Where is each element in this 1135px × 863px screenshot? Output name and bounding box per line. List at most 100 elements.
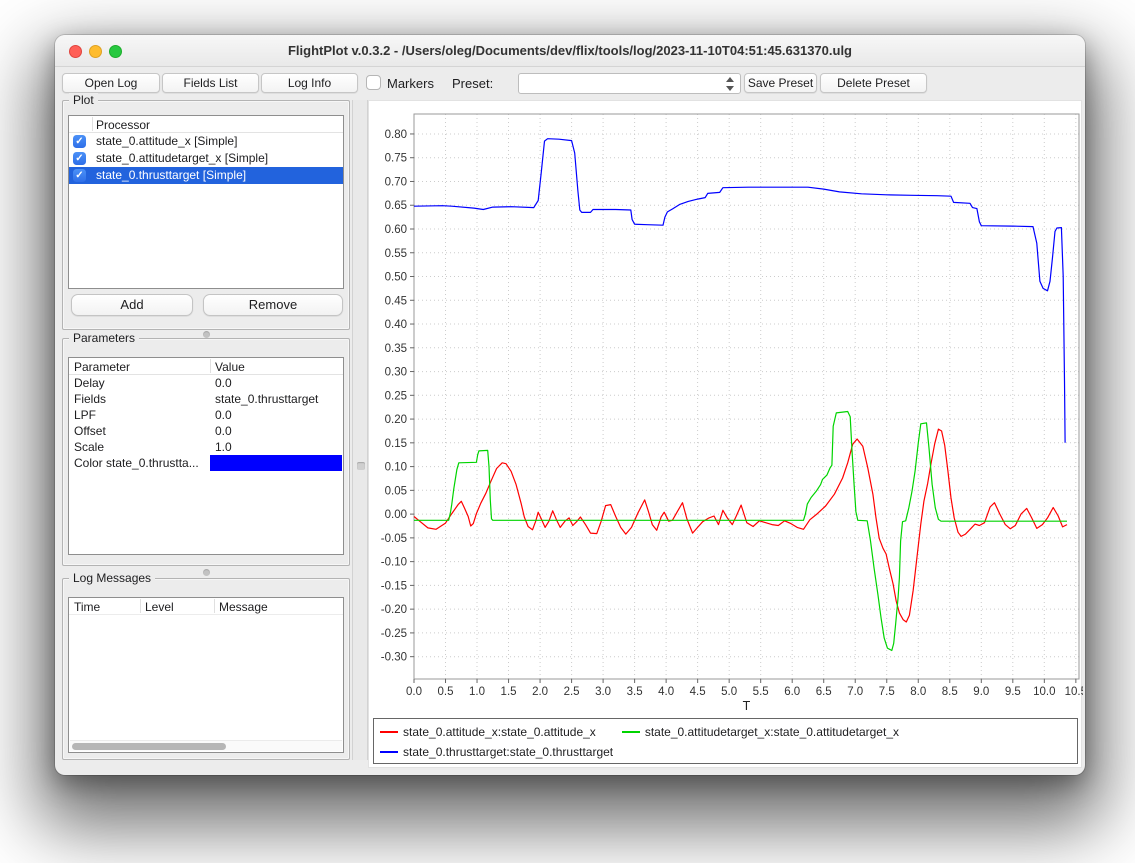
- y-tick-label: -0.30: [381, 652, 407, 664]
- y-tick-label: 0.10: [385, 462, 407, 474]
- y-tick-label: -0.25: [381, 628, 407, 640]
- processor-row[interactable]: ✓ state_0.thrusttarget [Simple]: [69, 167, 343, 184]
- y-tick-label: -0.15: [381, 580, 407, 592]
- x-tick-label: 10.0: [1033, 686, 1055, 698]
- legend-item: state_0.thrusttarget:state_0.thrusttarge…: [380, 743, 613, 761]
- parameter-value: 1.0: [215, 440, 232, 454]
- x-tick-label: 6.5: [816, 686, 832, 698]
- parameter-row[interactable]: Scale 1.0: [69, 439, 343, 455]
- x-tick-label: 1.5: [501, 686, 517, 698]
- color-parameter-label: Color state_0.thrustta...: [74, 456, 199, 470]
- processor-column-header: Processor: [96, 118, 151, 132]
- markers-checkbox[interactable]: [366, 75, 381, 90]
- processor-row-checkbox[interactable]: ✓: [73, 135, 86, 148]
- x-tick-label: 6.0: [784, 686, 800, 698]
- parameter-name: Offset: [74, 424, 106, 438]
- log-messages-group-title: Log Messages: [69, 571, 156, 585]
- processor-table-header: Processor: [69, 116, 343, 133]
- chart-panel: 0.80 0.75 0.70 0.65 0.60 0.55 0.50 0.45 0.40 0.35…: [368, 100, 1083, 768]
- time-column-header: Time: [74, 600, 101, 614]
- parameter-row[interactable]: Fields state_0.thrusttarget: [69, 391, 343, 407]
- x-tick-label: 1.0: [469, 686, 485, 698]
- x-tick-label: 9.0: [973, 686, 989, 698]
- x-tick-label: 0.0: [406, 686, 422, 698]
- chart-canvas[interactable]: 0.80 0.75 0.70 0.65 0.60 0.55 0.50 0.45 0.40 0.35…: [369, 101, 1083, 715]
- x-tick-label: 3.5: [627, 686, 643, 698]
- color-swatch[interactable]: [210, 455, 342, 471]
- parameter-row[interactable]: Offset 0.0: [69, 423, 343, 439]
- remove-button[interactable]: Remove: [203, 294, 343, 316]
- plot-group-title: Plot: [69, 93, 98, 107]
- parameter-value: 0.0: [215, 424, 232, 438]
- plot-group: Plot Processor ✓ state_0.attitude_x [Simp…: [62, 93, 350, 330]
- color-parameter-row[interactable]: Color state_0.thrustta...: [69, 455, 343, 471]
- minimize-window-button[interactable]: [89, 44, 102, 58]
- level-column-header: Level: [145, 600, 174, 614]
- x-tick-label: 9.5: [1005, 686, 1021, 698]
- log-messages-table-header: Time Level Message: [69, 598, 343, 615]
- processor-row-checkbox[interactable]: ✓: [73, 169, 86, 182]
- y-tick-label: 0.60: [385, 224, 407, 236]
- y-tick-label: 0.55: [385, 248, 407, 260]
- parameters-table-header: Parameter Value: [69, 358, 343, 375]
- y-tick-label: 0.05: [385, 485, 407, 497]
- close-window-button[interactable]: [69, 44, 82, 58]
- preset-label: Preset:: [452, 76, 494, 91]
- parameter-name: Scale: [74, 440, 105, 454]
- combobox-stepper-icon[interactable]: [725, 76, 735, 92]
- horizontal-splitter-handle[interactable]: [203, 569, 210, 576]
- series-line: [414, 410, 1067, 652]
- y-tick-label: 0.35: [385, 343, 407, 355]
- processor-table[interactable]: Processor ✓ state_0.attitude_x [Simple] ✓ s…: [68, 115, 344, 289]
- window-title: FlightPlot v.0.3.2 - /Users/oleg/Documen…: [287, 43, 852, 58]
- log-info-button[interactable]: Log Info: [261, 73, 358, 93]
- y-tick-label: -0.05: [381, 533, 407, 545]
- y-tick-label: 0.80: [385, 129, 407, 141]
- parameters-table[interactable]: Parameter Value Delay 0.0 Fields state_0.th…: [68, 357, 344, 555]
- open-log-button[interactable]: Open Log: [62, 73, 160, 93]
- preset-combobox[interactable]: [518, 73, 741, 94]
- processor-row[interactable]: ✓ state_0.attitude_x [Simple]: [69, 133, 343, 150]
- y-tick-label: 0.15: [385, 438, 407, 450]
- y-tick-label: 0.45: [385, 295, 407, 307]
- y-tick-label: 0.65: [385, 200, 407, 212]
- parameter-row[interactable]: Delay 0.0: [69, 375, 343, 391]
- processor-row-checkbox[interactable]: ✓: [73, 152, 86, 165]
- legend-line-swatch: [380, 751, 398, 753]
- chevron-up-icon: [726, 77, 734, 82]
- x-axis-label: T: [743, 699, 751, 713]
- y-tick-label: 0.50: [385, 272, 407, 284]
- save-preset-button[interactable]: Save Preset: [744, 73, 817, 93]
- parameter-value: state_0.thrusttarget: [215, 392, 319, 406]
- x-tick-label: 5.0: [721, 686, 737, 698]
- zoom-window-button[interactable]: [109, 44, 122, 58]
- parameter-value: 0.0: [215, 376, 232, 390]
- horizontal-splitter-handle[interactable]: [203, 331, 210, 338]
- y-tick-label: 0.70: [385, 176, 407, 188]
- log-messages-group: Log Messages Time Level Message: [62, 571, 350, 760]
- processor-row-label: state_0.thrusttarget [Simple]: [96, 168, 247, 182]
- x-tick-label: 8.5: [942, 686, 958, 698]
- vertical-splitter-handle[interactable]: [357, 462, 365, 470]
- legend-item: state_0.attitude_x:state_0.attitude_x: [380, 723, 596, 741]
- y-tick-label: 0.20: [385, 414, 407, 426]
- horizontal-scrollbar[interactable]: [70, 740, 342, 751]
- y-tick-label: 0.00: [385, 509, 407, 521]
- delete-preset-button[interactable]: Delete Preset: [820, 73, 927, 93]
- y-tick-label: -0.10: [381, 557, 407, 569]
- y-tick-label: 0.75: [385, 153, 407, 165]
- fields-list-button[interactable]: Fields List: [162, 73, 259, 93]
- processor-row[interactable]: ✓ state_0.attitudetarget_x [Simple]: [69, 150, 343, 167]
- x-tick-label: 3.0: [595, 686, 611, 698]
- parameter-column-header: Parameter: [74, 360, 131, 374]
- legend-line-swatch: [380, 731, 398, 733]
- titlebar[interactable]: FlightPlot v.0.3.2 - /Users/oleg/Documen…: [55, 35, 1085, 67]
- legend-label: state_0.attitudetarget_x:state_0.attitud…: [644, 725, 899, 739]
- log-messages-table[interactable]: Time Level Message: [68, 597, 344, 753]
- vertical-splitter[interactable]: [352, 100, 368, 760]
- parameter-row[interactable]: LPF 0.0: [69, 407, 343, 423]
- add-button[interactable]: Add: [71, 294, 193, 316]
- scrollbar-thumb[interactable]: [72, 743, 226, 750]
- processor-row-label: state_0.attitude_x [Simple]: [96, 134, 238, 148]
